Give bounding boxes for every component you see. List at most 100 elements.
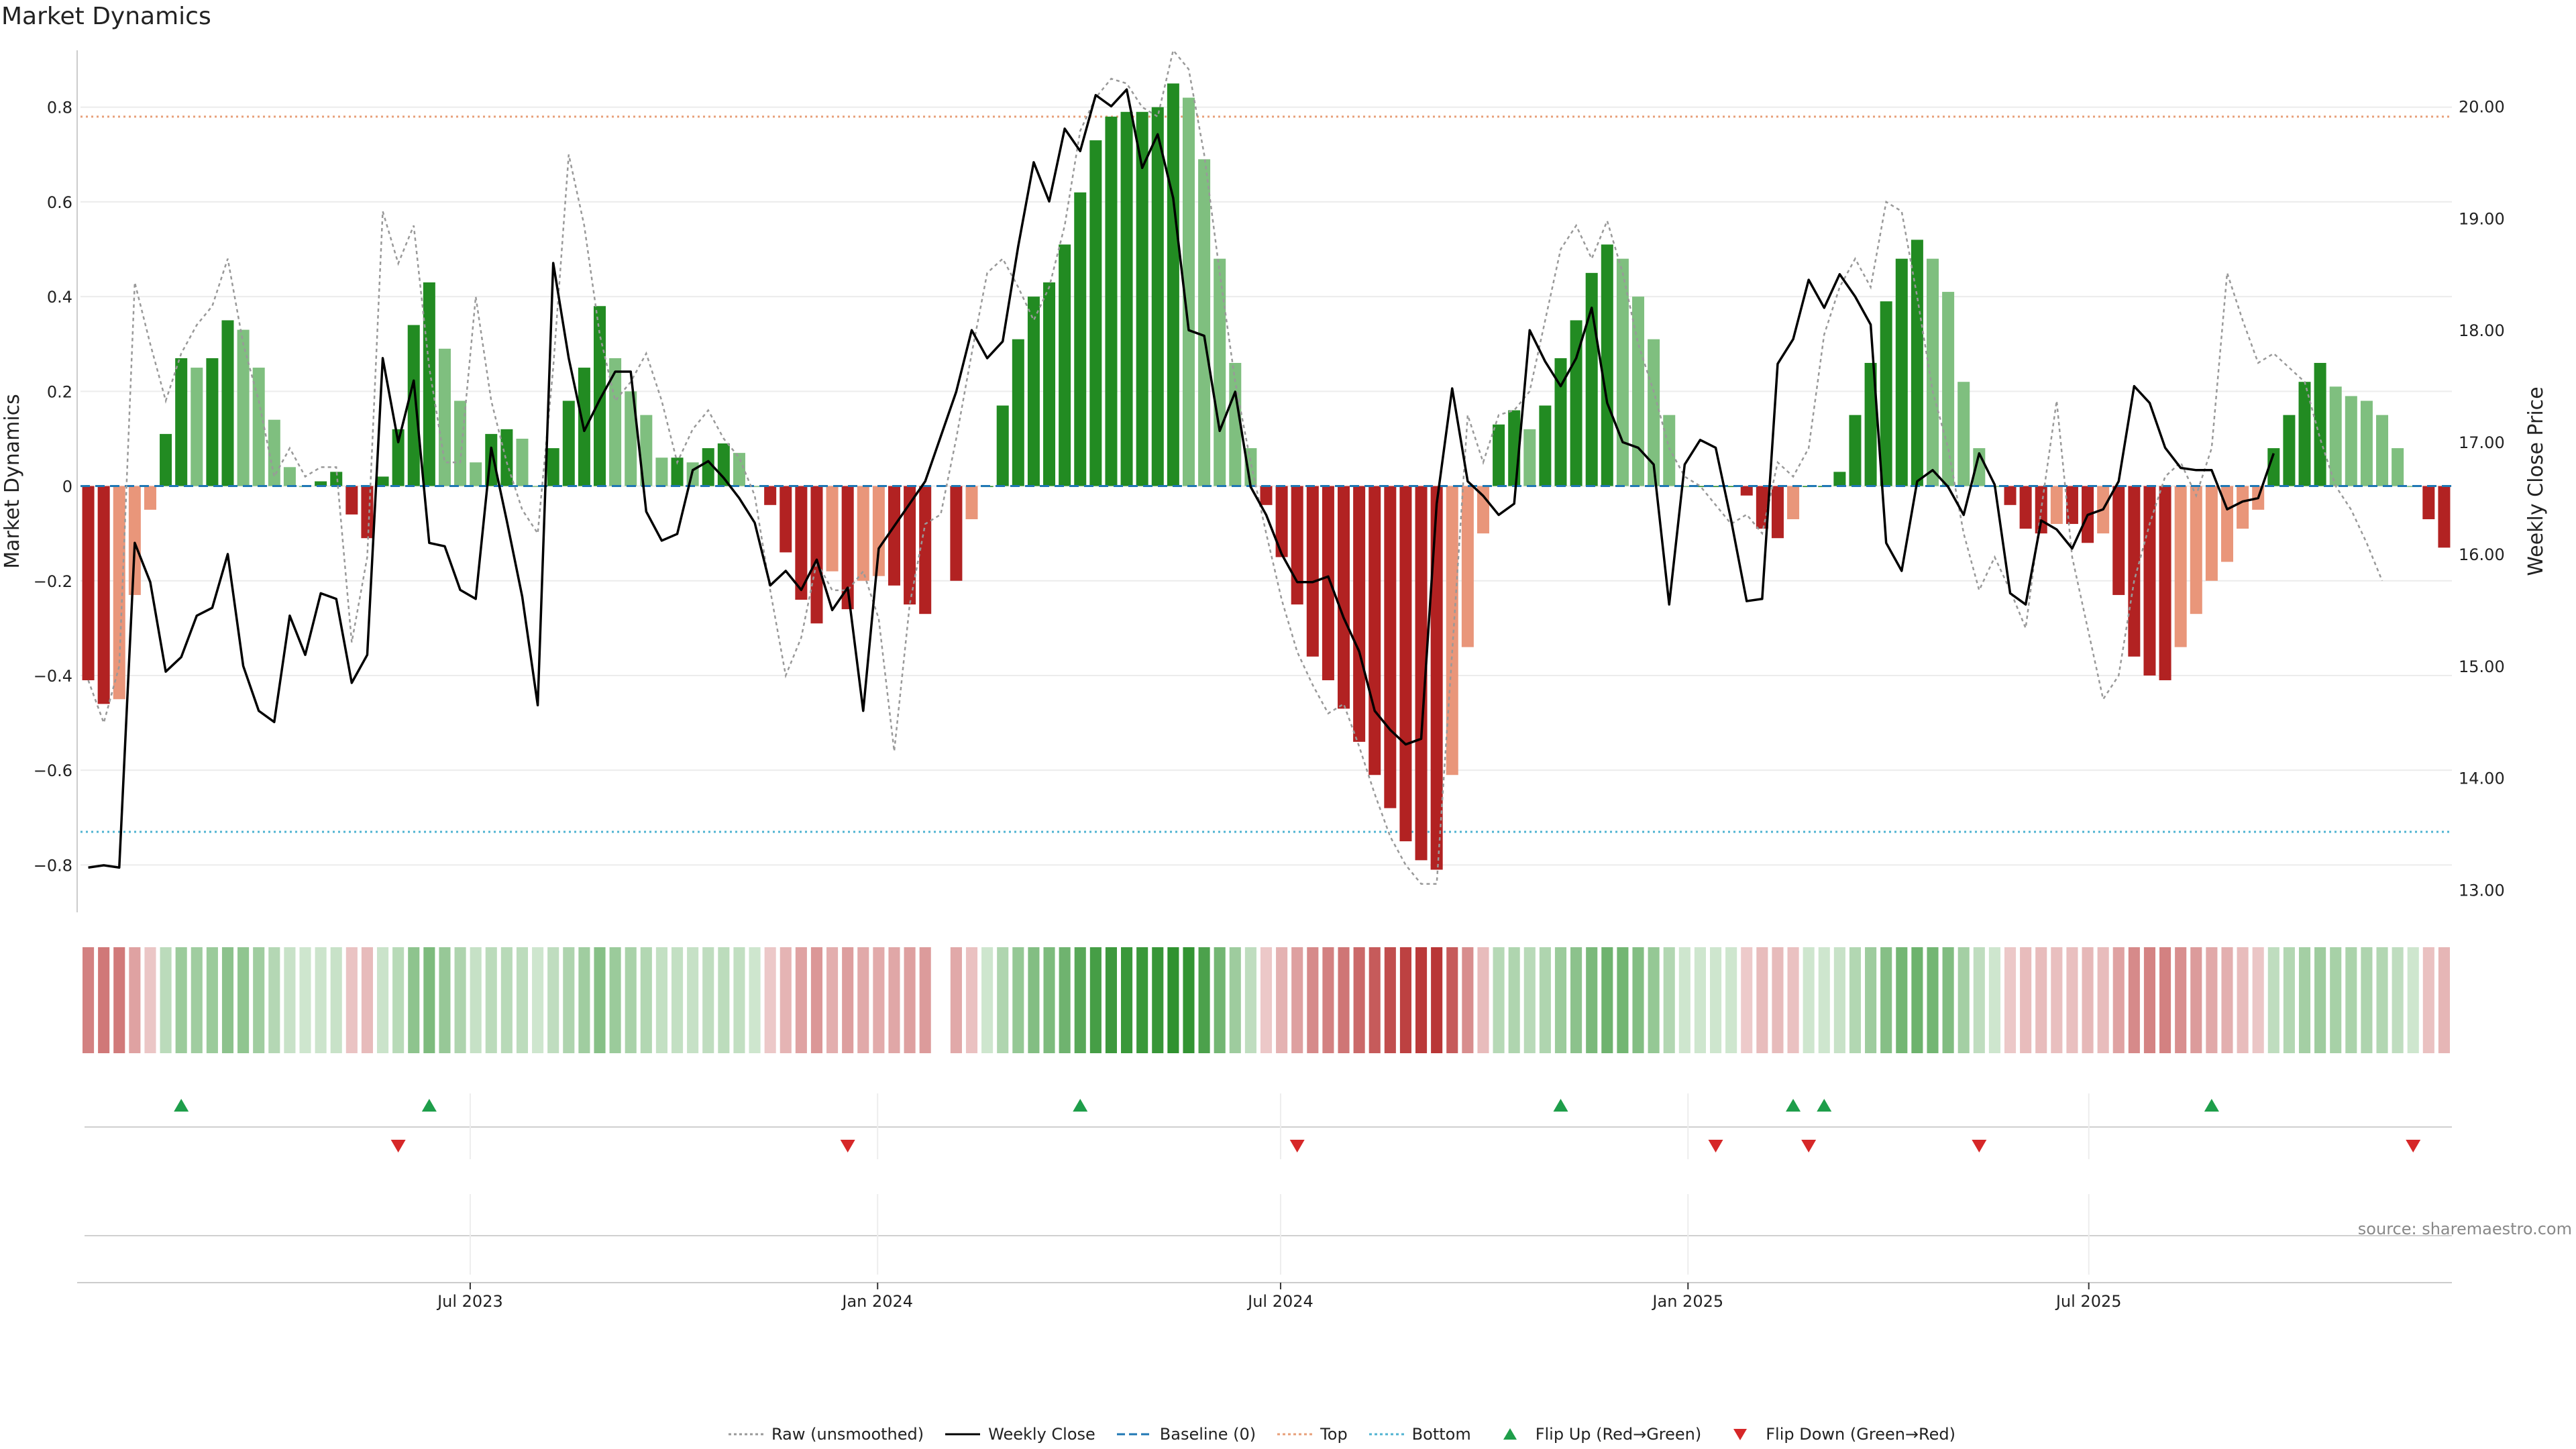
regime-strip-cell [2221,947,2233,1053]
regime-strip-cell [2407,947,2419,1053]
legend-label: Top [1320,1425,1348,1444]
triangle-down-icon [1733,1429,1748,1440]
dynamics-bar [640,415,653,486]
regime-strip-cell [981,947,994,1053]
regime-strip-cell [1988,947,2000,1053]
regime-strip-cell [1244,947,1256,1053]
legend-label: Weekly Close [988,1425,1095,1444]
regime-strip-cell [2020,947,2032,1053]
dynamics-bar [1942,292,1955,486]
dynamics-bar [1709,486,1722,488]
dynamics-bar [1911,239,1923,486]
flip-up-marker [421,1099,437,1112]
dynamics-bar [1678,486,1691,488]
dynamics-bar [1833,472,1846,486]
flip-up-marker [1073,1099,1088,1112]
dynamics-bar [221,320,234,486]
dynamics-bar [82,486,95,681]
dynamics-bar [1275,486,1288,557]
dynamics-bar [1306,486,1319,657]
dynamics-bar [1368,486,1381,775]
dynamics-bar [1694,486,1707,488]
regime-strip-cell [2283,947,2295,1053]
dynamics-bar [1214,258,1226,486]
dynamics-bar [2112,486,2125,595]
regime-strip-cell [1291,947,1303,1053]
regime-strip-cell [780,947,792,1053]
regime-strip-cell [1911,947,1923,1053]
regime-strip-cell [2314,947,2326,1053]
regime-strip-cell [965,947,978,1053]
dynamics-bar [191,368,203,486]
regime-strip-cell [299,947,311,1053]
dynamics-bar [1648,339,1660,486]
dynamics-bar [1027,297,1040,486]
dynamics-bar [1725,486,1737,488]
regime-strip-cell [950,947,962,1053]
regime-strip-cell [2190,947,2202,1053]
regime-strip-cell [1493,947,1505,1053]
regime-strip-cell [253,947,265,1053]
regime-strip-cell [2097,947,2109,1053]
flip-up-marker [1786,1099,1801,1112]
regime-strip-cell [2143,947,2156,1053]
regime-strip-cell [2004,947,2017,1053]
dynamics-bar [1787,486,1800,519]
regime-strip-cell [687,947,699,1053]
dynamics-bar [1338,486,1350,709]
regime-strip-cell [1725,947,1737,1053]
regime-strip-cell [1167,947,1179,1053]
regime-strip-cell [485,947,497,1053]
regime-strip-cell [563,947,575,1053]
dynamics-bar [237,329,250,486]
regime-strip-cell [237,947,250,1053]
dynamics-bar [1151,107,1164,486]
regime-strip-cell [1368,947,1381,1053]
dynamics-bar [1554,358,1567,486]
dynamics-bar [2128,486,2141,657]
dynamics-bar [2298,382,2311,486]
dynamics-bar [470,462,482,486]
regime-strip-cell [1043,947,1055,1053]
regime-strip-cell [206,947,218,1053]
regime-strip-cell [1957,947,1970,1053]
dynamics-bar [1244,448,1257,486]
regime-strip-cell [1059,947,1071,1053]
regime-strip-cell [268,947,280,1053]
regime-strip-cell [1927,947,1939,1053]
dynamics-bar [2174,486,2187,647]
regime-strip-cell [330,947,342,1053]
left-tick-label: −0.6 [34,761,72,780]
left-tick-label: 0 [62,478,72,496]
regime-strip-cell [1105,947,1118,1053]
dynamics-bar [128,486,141,595]
dynamics-bar [283,467,296,486]
dynamics-bar [1740,486,1753,496]
dynamics-bar [1926,258,1939,486]
dynamics-bar [2004,486,2017,505]
regime-strip-cell [1570,947,1582,1053]
dynamics-bar [625,391,637,486]
dynamics-bar [2237,486,2249,529]
dynamics-bar [810,486,823,624]
regime-strip-cell [795,947,807,1053]
regime-strip-cell [392,947,405,1053]
dynamics-bar [1167,83,1179,486]
regime-strip-cell [2112,947,2125,1053]
dynamics-bar [780,486,792,553]
legend-item: Top [1276,1425,1348,1444]
regime-strip-cell [749,947,761,1053]
regime-strip-cell [842,947,854,1053]
regime-strip-cell [160,947,172,1053]
regime-strip-cell [1833,947,1845,1053]
dynamics-bar [841,486,854,610]
dynamics-bar [2360,400,2373,486]
regime-strip-cell [1322,947,1334,1053]
dotted-line-icon [1368,1433,1404,1436]
dynamics-bar [2422,486,2435,519]
dynamics-bar [206,358,219,486]
dynamics-bar [857,486,869,581]
dynamics-bar [1182,97,1195,486]
legend-label: Baseline (0) [1159,1425,1256,1444]
dashed-line-icon [1116,1433,1152,1436]
